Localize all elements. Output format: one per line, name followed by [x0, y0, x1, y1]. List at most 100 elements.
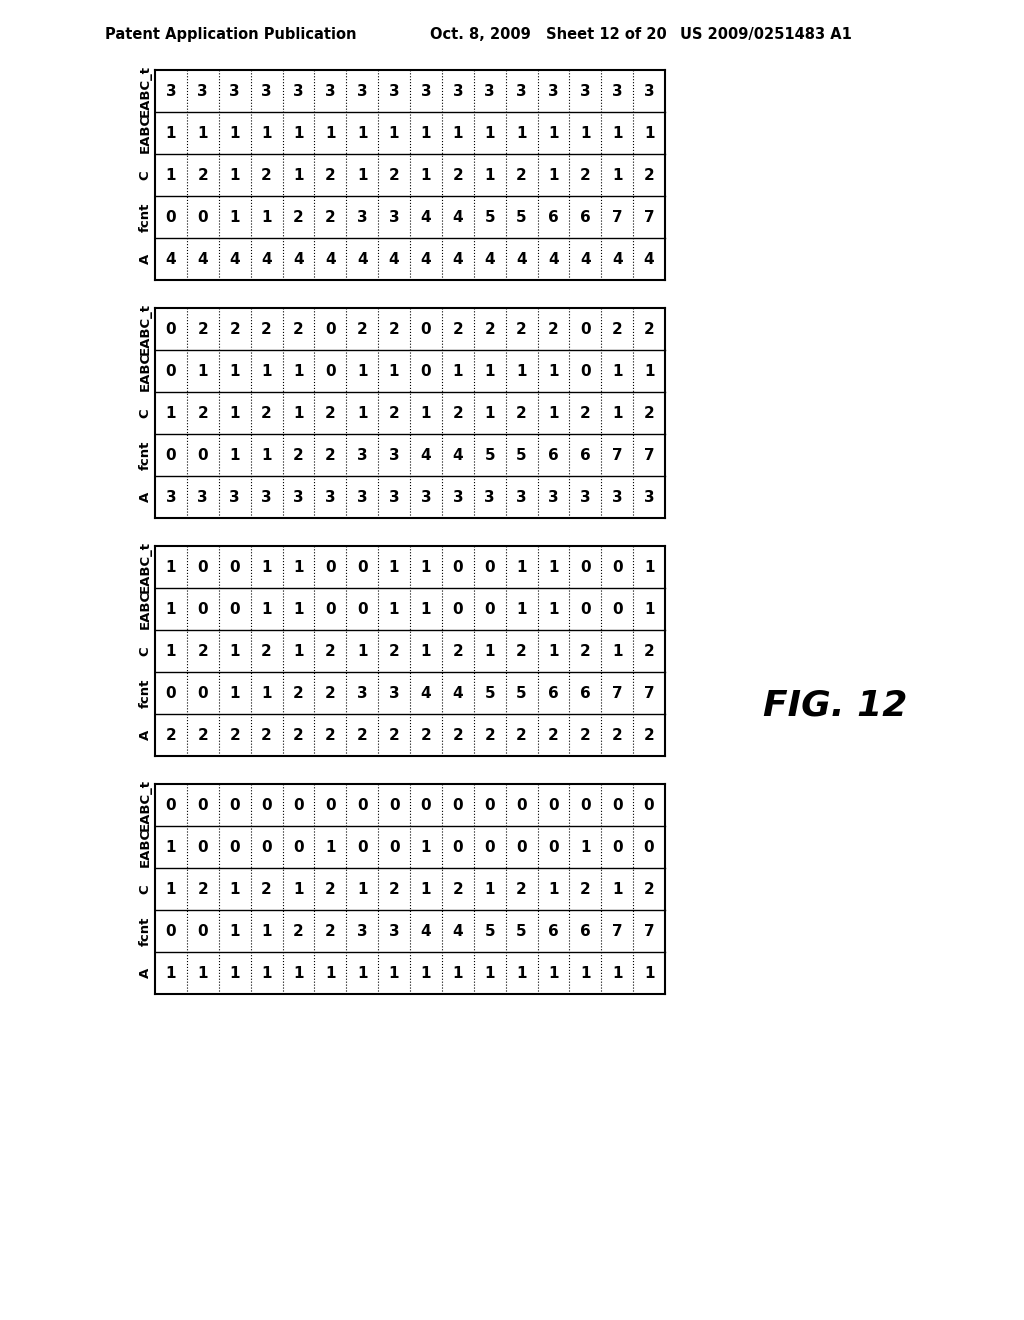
Text: 1: 1 [548, 363, 559, 379]
Text: 0: 0 [580, 363, 591, 379]
Text: 1: 1 [261, 965, 271, 981]
Text: 2: 2 [356, 727, 368, 742]
Text: 1: 1 [229, 210, 240, 224]
Text: 3: 3 [389, 83, 399, 99]
Text: 1: 1 [516, 602, 526, 616]
Text: EABC_t: EABC_t [138, 541, 152, 593]
Text: 1: 1 [293, 882, 304, 896]
Text: 0: 0 [484, 797, 495, 813]
Text: 1: 1 [612, 965, 623, 981]
Text: 1: 1 [325, 965, 336, 981]
Text: 2: 2 [580, 168, 591, 182]
Text: 0: 0 [166, 322, 176, 337]
Text: 2: 2 [325, 168, 336, 182]
Text: 2: 2 [484, 322, 495, 337]
Text: 0: 0 [198, 447, 208, 462]
Text: A: A [138, 730, 152, 741]
Text: 1: 1 [612, 125, 623, 140]
Text: 3: 3 [166, 83, 176, 99]
Bar [155, 784, 665, 994]
Text: 1: 1 [612, 363, 623, 379]
Text: 4: 4 [516, 252, 527, 267]
Text: 6: 6 [580, 447, 591, 462]
Text: 2: 2 [325, 685, 336, 701]
Text: Patent Application Publication: Patent Application Publication [105, 26, 356, 42]
Text: 0: 0 [293, 797, 304, 813]
Text: 2: 2 [293, 210, 304, 224]
Text: 4: 4 [421, 252, 431, 267]
Text: 1: 1 [357, 125, 368, 140]
Text: 1: 1 [548, 644, 559, 659]
Text: 1: 1 [229, 447, 240, 462]
Text: EABC: EABC [138, 590, 152, 628]
Text: 3: 3 [484, 490, 495, 504]
Text: 2: 2 [644, 322, 654, 337]
Text: C: C [138, 647, 152, 656]
Text: 1: 1 [389, 602, 399, 616]
Text: 4: 4 [612, 252, 623, 267]
Text: 2: 2 [580, 727, 591, 742]
Text: 1: 1 [612, 644, 623, 659]
Text: 1: 1 [421, 405, 431, 421]
Text: 3: 3 [453, 83, 463, 99]
Text: 7: 7 [644, 210, 654, 224]
Text: 0: 0 [612, 560, 623, 574]
Text: 3: 3 [516, 490, 527, 504]
Text: 1: 1 [166, 125, 176, 140]
Text: 1: 1 [389, 125, 399, 140]
Text: 7: 7 [612, 447, 623, 462]
Text: 4: 4 [421, 447, 431, 462]
Text: 2: 2 [261, 644, 272, 659]
Text: 2: 2 [516, 644, 527, 659]
Text: 1: 1 [421, 644, 431, 659]
Text: 2: 2 [389, 644, 399, 659]
Text: 0: 0 [325, 322, 336, 337]
Text: 4: 4 [453, 685, 463, 701]
Text: 1: 1 [580, 840, 591, 854]
Text: 0: 0 [580, 322, 591, 337]
Text: 3: 3 [293, 83, 304, 99]
Text: 3: 3 [612, 490, 623, 504]
Text: 1: 1 [166, 602, 176, 616]
Text: 0: 0 [612, 602, 623, 616]
Text: 2: 2 [325, 644, 336, 659]
Text: 3: 3 [421, 490, 431, 504]
Text: 1: 1 [484, 363, 495, 379]
Text: 0: 0 [580, 602, 591, 616]
Text: 6: 6 [548, 924, 559, 939]
Text: 3: 3 [644, 490, 654, 504]
Text: 1: 1 [357, 168, 368, 182]
Text: 3: 3 [229, 490, 240, 504]
Text: 2: 2 [453, 727, 463, 742]
Text: 1: 1 [389, 560, 399, 574]
Text: EABC: EABC [138, 351, 152, 391]
Text: 1: 1 [229, 168, 240, 182]
Text: 2: 2 [325, 447, 336, 462]
Text: 5: 5 [484, 685, 495, 701]
Text: 1: 1 [166, 840, 176, 854]
Text: 1: 1 [293, 405, 304, 421]
Text: 1: 1 [261, 363, 271, 379]
Text: 1: 1 [261, 924, 271, 939]
Text: 1: 1 [357, 405, 368, 421]
Text: 2: 2 [389, 727, 399, 742]
Text: 2: 2 [453, 405, 463, 421]
Text: C: C [138, 884, 152, 894]
Text: 5: 5 [484, 447, 495, 462]
Text: 1: 1 [644, 363, 654, 379]
Text: 1: 1 [293, 560, 304, 574]
Text: 7: 7 [644, 447, 654, 462]
Text: 4: 4 [357, 252, 368, 267]
Text: 3: 3 [357, 447, 368, 462]
Text: 6: 6 [548, 210, 559, 224]
Text: 3: 3 [389, 447, 399, 462]
Text: 6: 6 [548, 447, 559, 462]
Text: 2: 2 [356, 322, 368, 337]
Text: A: A [138, 968, 152, 978]
Text: A: A [138, 492, 152, 502]
Text: 2: 2 [484, 727, 495, 742]
Text: 0: 0 [453, 560, 463, 574]
Text: 2: 2 [611, 727, 623, 742]
Text: 2: 2 [293, 924, 304, 939]
Text: 2: 2 [293, 322, 304, 337]
